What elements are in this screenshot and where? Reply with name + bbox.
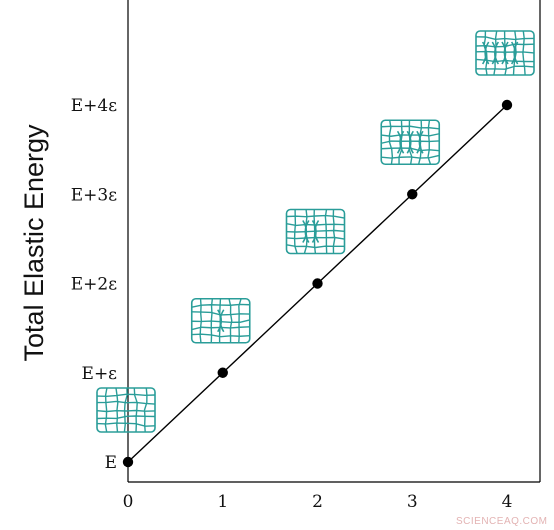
x-tick-label: 2 <box>312 492 323 512</box>
y-axis-title: Total Elastic Energy <box>19 124 49 362</box>
series <box>122 99 513 468</box>
data-point <box>122 456 134 468</box>
x-tick-label: 0 <box>123 492 134 512</box>
lattice-inset <box>380 119 441 166</box>
data-point <box>217 367 228 378</box>
lattice-inset <box>190 297 251 344</box>
y-tick-label: E+2ε <box>71 275 117 295</box>
x-tick-label: 4 <box>502 492 513 512</box>
data-point <box>312 278 323 289</box>
data-point <box>407 189 418 200</box>
x-tick-label: 1 <box>217 492 228 512</box>
lattice-inset <box>96 387 156 433</box>
y-tick-label: E+3ε <box>71 185 117 205</box>
y-ticks: E E+ε E+2ε E+3ε E+4ε <box>71 96 117 473</box>
y-tick-label: E <box>105 453 117 473</box>
y-tick-label: E+4ε <box>71 96 117 116</box>
x-ticks: 0 1 2 3 4 <box>123 492 513 512</box>
x-tick-label: 3 <box>407 492 418 512</box>
watermark: SCIENCEAQ.COM <box>456 516 548 527</box>
lattice-inset <box>285 208 346 255</box>
lattice-inset <box>475 30 535 76</box>
axes <box>127 0 541 483</box>
data-point <box>501 99 513 111</box>
y-tick-label: E+ε <box>82 364 118 384</box>
lattice-insets <box>96 30 535 433</box>
